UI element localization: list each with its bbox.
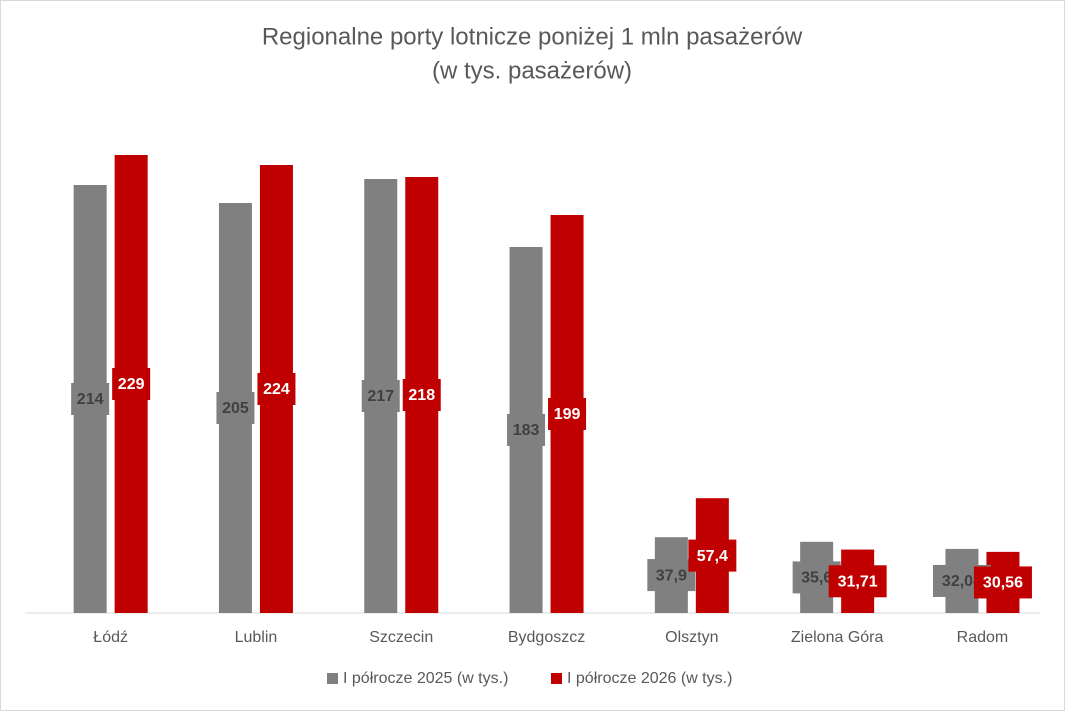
x-tick-label: Lublin: [235, 629, 278, 646]
data-label: 37,9: [656, 567, 687, 584]
data-label: 31,71: [838, 574, 878, 591]
chart-title: Regionalne porty lotnicze poniżej 1 mln …: [262, 23, 803, 50]
data-label: 32,04: [942, 573, 982, 590]
data-label-box: [361, 380, 400, 412]
data-label-box: [257, 373, 296, 405]
data-label: 214: [77, 391, 104, 408]
data-label: 205: [222, 400, 249, 417]
data-label-box: [112, 368, 151, 400]
legend-label: I półrocze 2025 (w tys.): [343, 670, 508, 687]
data-label-box: [507, 414, 546, 446]
data-label-box: [216, 392, 255, 424]
data-label: 183: [513, 422, 540, 439]
x-tick-label: Radom: [957, 629, 1009, 646]
data-label: 57,4: [697, 548, 728, 565]
x-tick-label: Zielona Góra: [791, 629, 884, 646]
data-label-box: [688, 539, 737, 572]
data-label-box: [973, 566, 1032, 599]
data-label: 224: [263, 381, 290, 398]
x-tick-label: Olsztyn: [665, 629, 718, 646]
data-label: 217: [367, 388, 394, 405]
chart-subtitle: (w tys. pasażerów): [432, 57, 632, 84]
legend-swatch: [327, 673, 338, 684]
legend-swatch: [551, 673, 562, 684]
x-tick-label: Szczecin: [369, 629, 433, 646]
data-label-box: [71, 383, 110, 415]
data-label-box: [647, 559, 696, 592]
data-label: 199: [554, 406, 581, 423]
data-label-box: [402, 379, 441, 411]
legend-label: I półrocze 2026 (w tys.): [567, 670, 732, 687]
data-label: 218: [408, 387, 435, 404]
x-tick-label: Łódź: [93, 629, 128, 646]
data-label: 229: [118, 376, 145, 393]
data-label-box: [828, 565, 887, 598]
data-label-box: [548, 398, 587, 430]
x-tick-label: Bydgoszcz: [508, 629, 585, 646]
data-label: 35,6: [801, 570, 832, 587]
data-label: 30,56: [983, 575, 1023, 592]
